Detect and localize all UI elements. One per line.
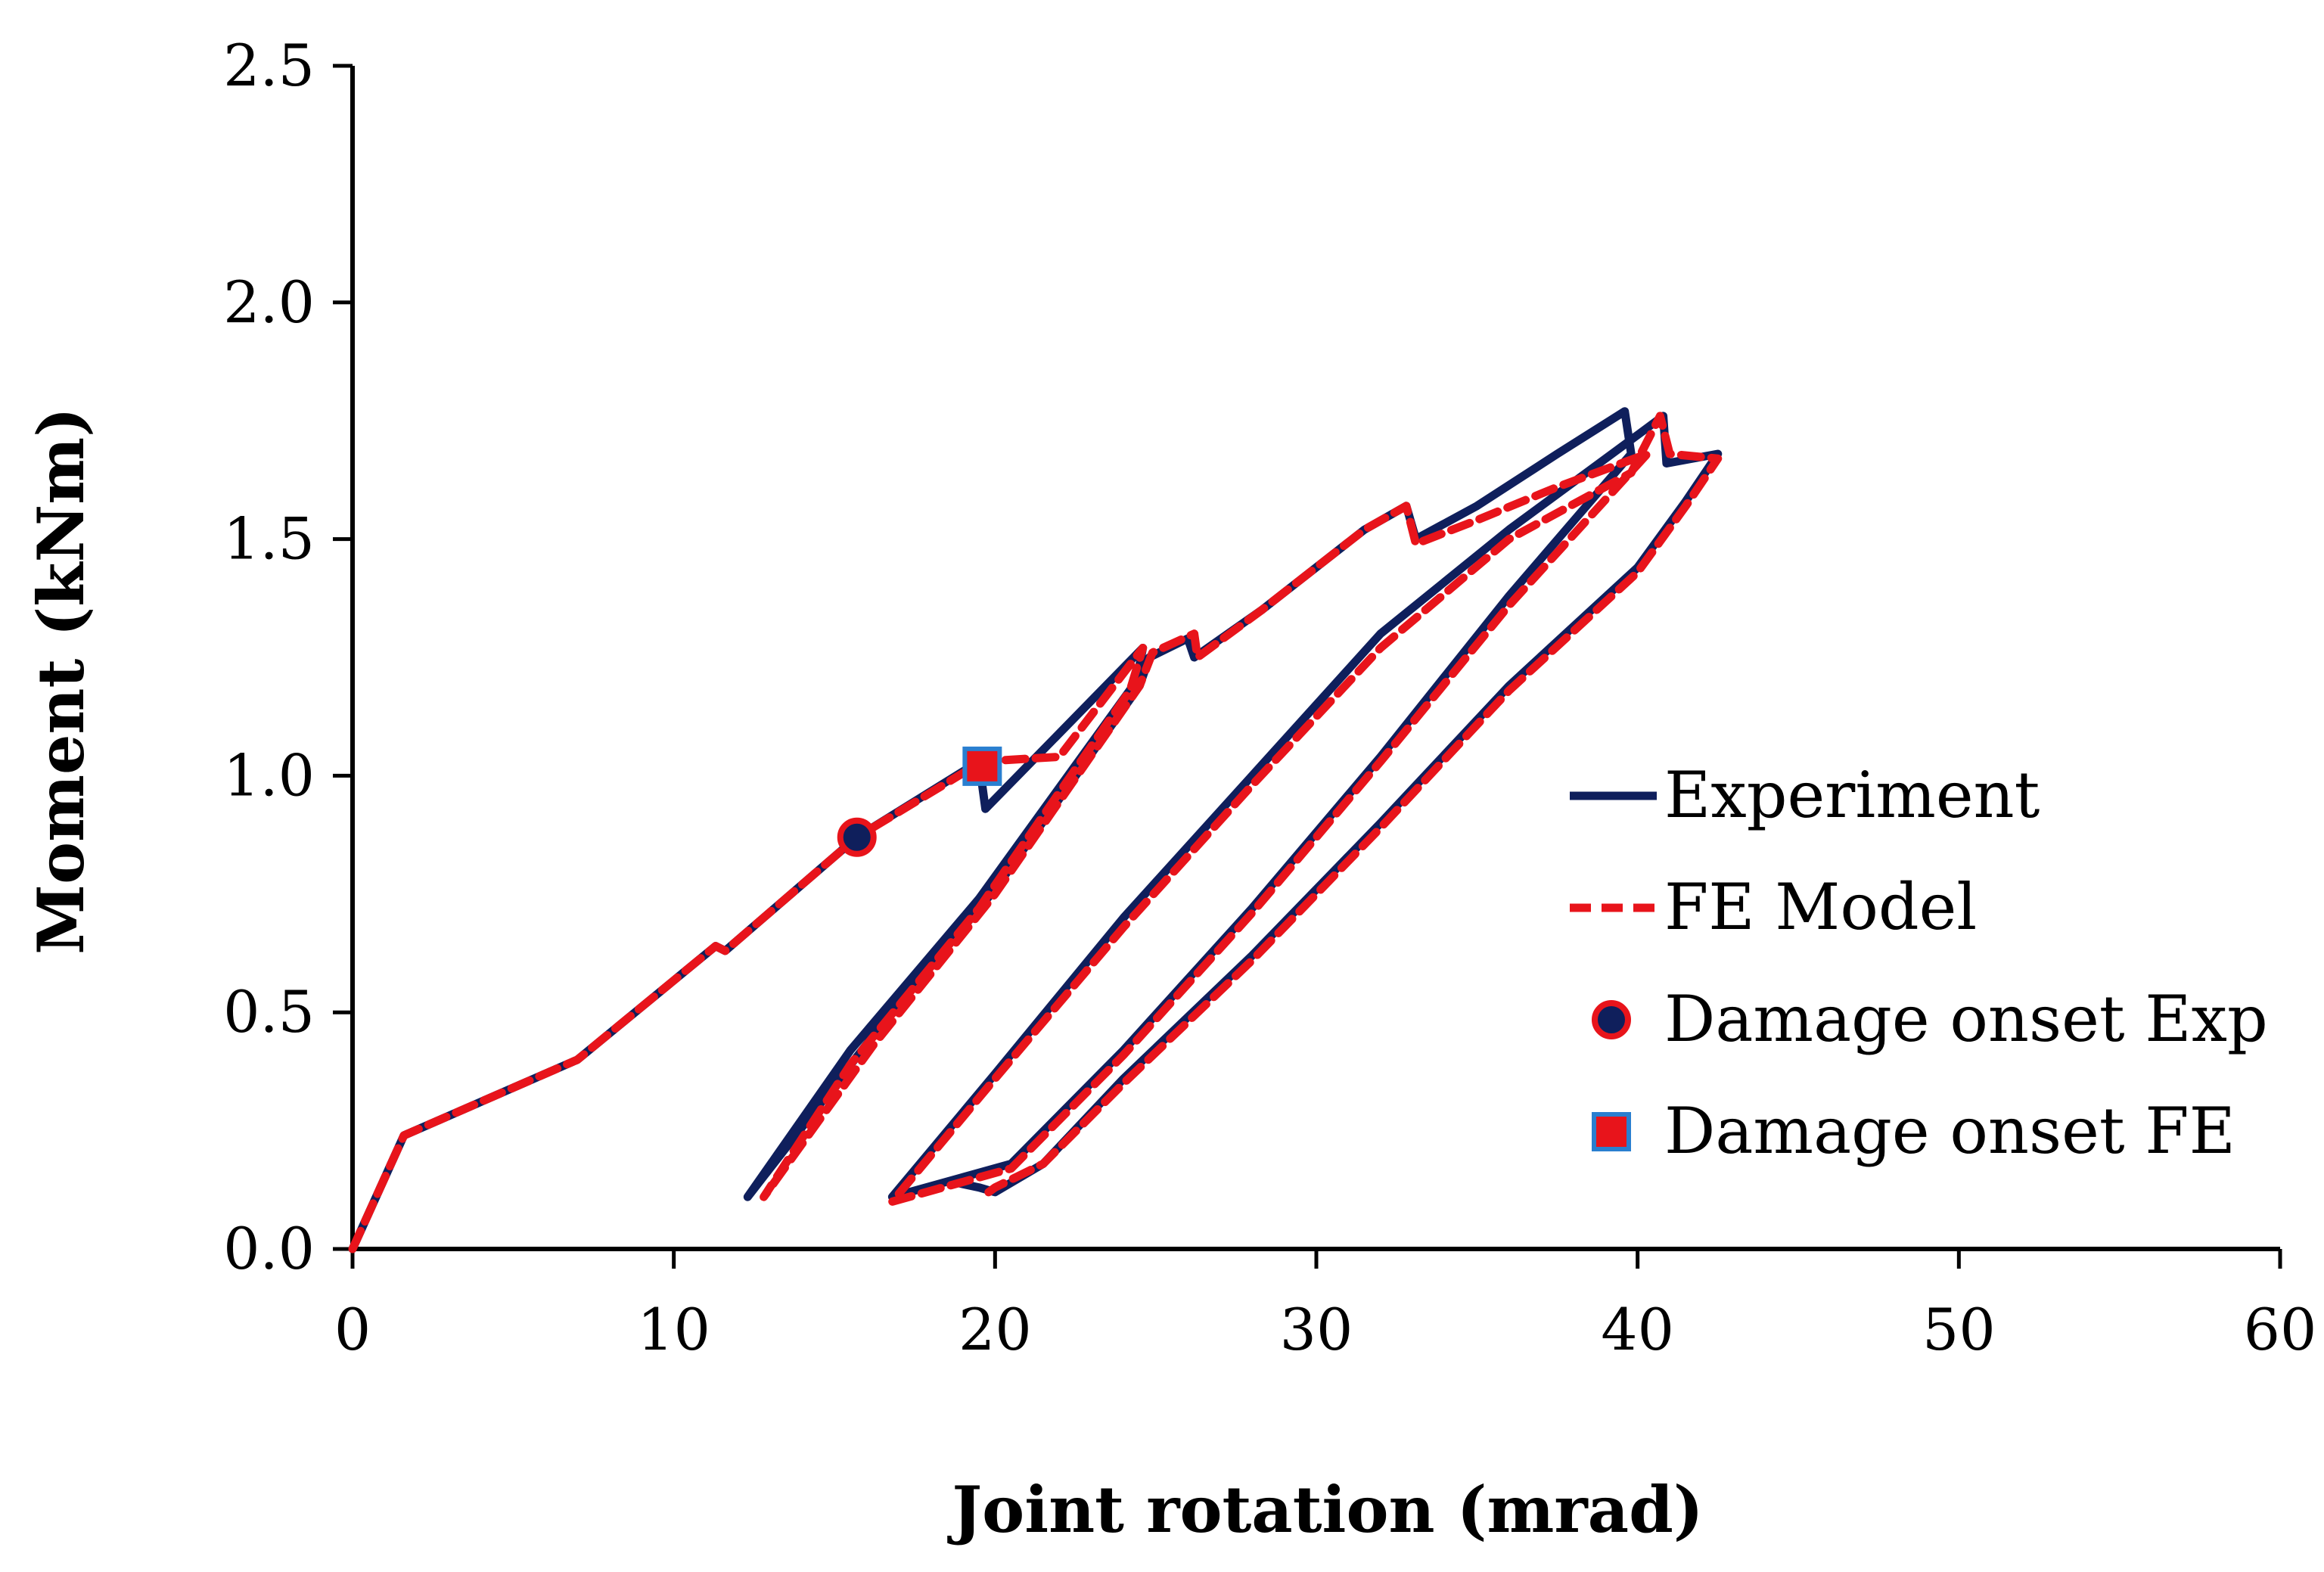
x-tick-label: 50 xyxy=(1922,1296,1996,1363)
legend: Experiment FE Model Damage onset Exp Dam… xyxy=(1570,758,2268,1168)
legend-label-fe-model: FE Model xyxy=(1664,870,1977,944)
marker-damage-onset-exp xyxy=(837,817,877,857)
markers-group xyxy=(837,746,1002,857)
legend-marker-damage-onset-fe xyxy=(1592,1112,1631,1151)
y-tick-label: 0.5 xyxy=(223,978,315,1045)
series-line-fe-model xyxy=(348,412,1723,1254)
series-group xyxy=(348,407,1723,1254)
y-tick-label: 2.0 xyxy=(223,269,315,336)
legend-marker-damage-onset-exp xyxy=(1592,1000,1631,1039)
legend-label-experiment: Experiment xyxy=(1664,758,2040,832)
x-tick-label: 40 xyxy=(1601,1296,1674,1363)
x-tick-label: 60 xyxy=(2244,1296,2317,1363)
axes xyxy=(350,66,2280,1251)
x-tick-label: 10 xyxy=(637,1296,710,1363)
x-axis-title: Joint rotation (mrad) xyxy=(946,1472,1703,1547)
y-tick-label: 2.5 xyxy=(223,32,315,99)
y-tick-label: 1.5 xyxy=(223,505,315,573)
x-tick-label: 0 xyxy=(334,1296,371,1363)
x-tick-label: 30 xyxy=(1280,1296,1353,1363)
y-tick-label: 1.0 xyxy=(223,741,315,809)
x-tick-label: 20 xyxy=(958,1296,1032,1363)
y-axis-title: Moment (kNm) xyxy=(23,407,98,955)
legend-label-damage-onset-fe: Damage onset FE xyxy=(1664,1094,2235,1168)
y-tick-label: 0.0 xyxy=(223,1215,315,1282)
ticks: 0 10 20 30 40 50 60 0.0 0.5 1.0 1.5 2.0 2.5 xyxy=(223,32,2316,1363)
legend-label-damage-onset-exp: Damage onset Exp xyxy=(1664,982,2268,1056)
marker-damage-onset-fe xyxy=(962,746,1002,786)
